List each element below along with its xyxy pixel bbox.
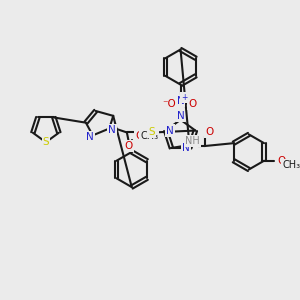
Text: CH₃: CH₃: [140, 131, 158, 141]
Text: O: O: [125, 141, 133, 151]
Text: N: N: [177, 96, 184, 106]
Text: S: S: [43, 137, 49, 147]
Text: ⁻O: ⁻O: [162, 99, 176, 109]
Text: S: S: [148, 128, 154, 137]
Text: N: N: [166, 125, 173, 136]
Text: O: O: [188, 99, 196, 109]
Text: N: N: [177, 111, 184, 121]
Text: N: N: [182, 143, 190, 153]
Text: O: O: [278, 156, 286, 166]
Text: O: O: [135, 131, 144, 141]
Text: N: N: [86, 132, 94, 142]
Text: O: O: [205, 128, 214, 137]
Text: N: N: [108, 125, 116, 136]
Text: +: +: [181, 93, 188, 102]
Text: NH: NH: [185, 136, 200, 146]
Text: CH₃: CH₃: [282, 160, 300, 170]
